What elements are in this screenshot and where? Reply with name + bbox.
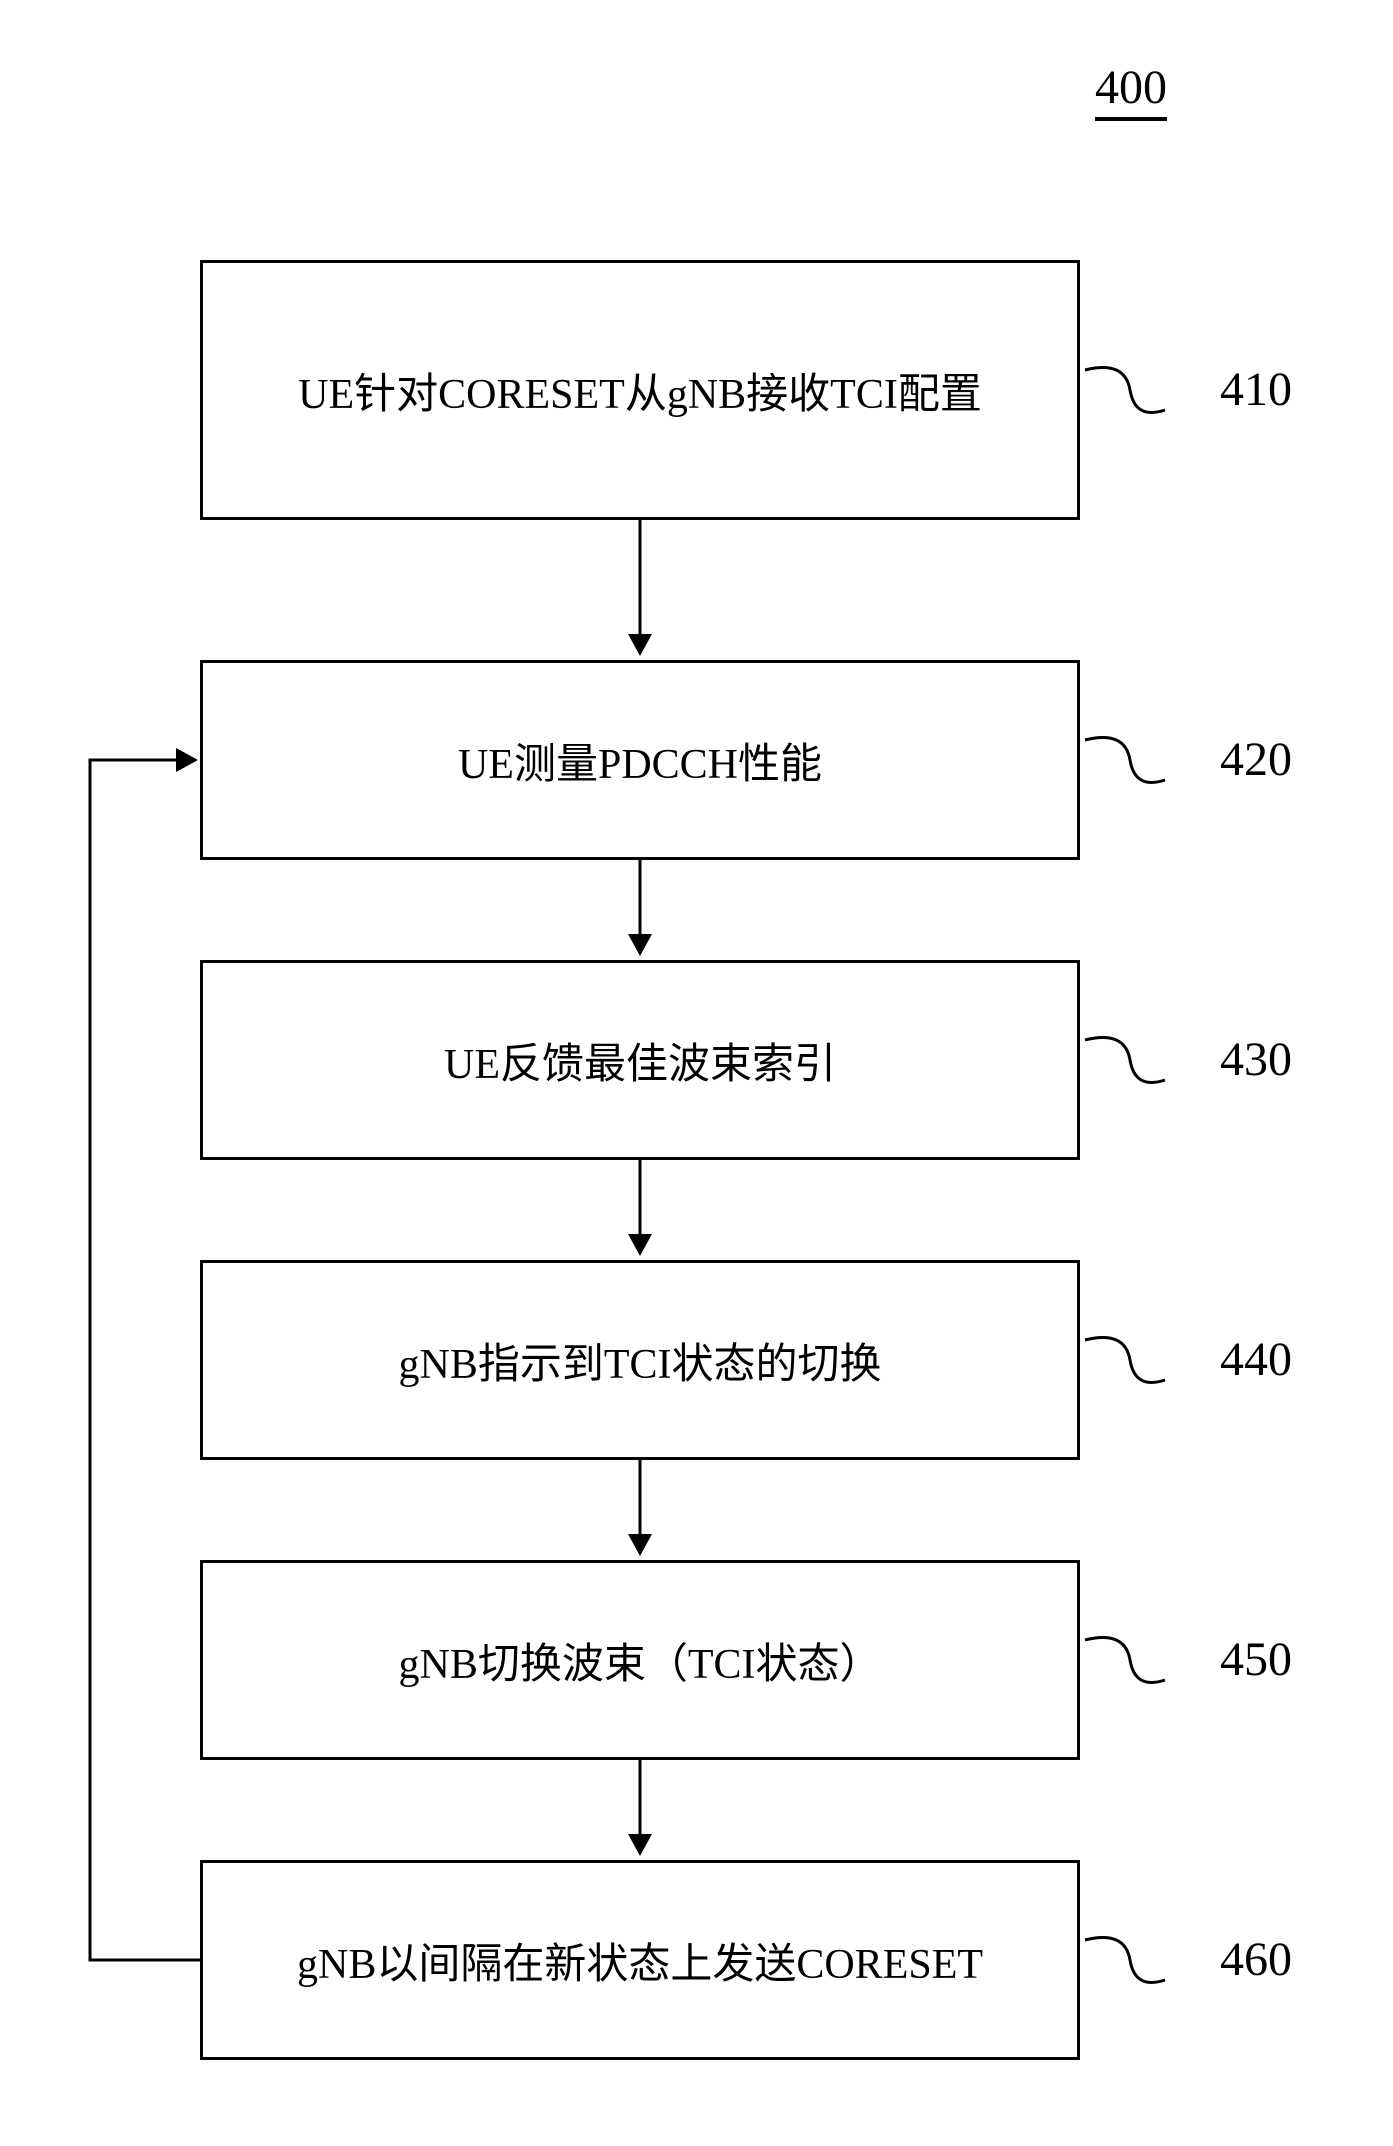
brace-icon: [1080, 1930, 1170, 1990]
flow-step-text: gNB指示到TCI状态的切换: [398, 1330, 881, 1391]
flow-step-b420: UE测量PDCCH性能: [200, 660, 1080, 860]
step-label-430: 430: [1220, 1032, 1292, 1087]
step-label-450: 450: [1220, 1632, 1292, 1687]
brace-icon: [1080, 730, 1170, 790]
arrow-down: [620, 1760, 660, 1860]
flow-step-b460: gNB以间隔在新状态上发送CORESET: [200, 1860, 1080, 2060]
flow-step-b450: gNB切换波束（TCI状态）: [200, 1560, 1080, 1760]
flow-step-b440: gNB指示到TCI状态的切换: [200, 1260, 1080, 1460]
flow-step-text: UE针对CORESET从gNB接收TCI配置: [298, 360, 982, 421]
step-label-460: 460: [1220, 1932, 1292, 1987]
flow-step-text: gNB以间隔在新状态上发送CORESET: [297, 1930, 983, 1991]
brace-icon: [1080, 360, 1170, 420]
brace-icon: [1080, 1030, 1170, 1090]
flow-step-b430: UE反馈最佳波束索引: [200, 960, 1080, 1160]
brace-icon: [1080, 1630, 1170, 1690]
flow-step-text: UE反馈最佳波束索引: [444, 1030, 836, 1091]
arrow-down: [620, 860, 660, 960]
step-label-410: 410: [1220, 362, 1292, 417]
step-label-420: 420: [1220, 732, 1292, 787]
arrow-down: [620, 1160, 660, 1260]
brace-icon: [1080, 1330, 1170, 1390]
flow-step-text: UE测量PDCCH性能: [458, 730, 822, 791]
arrow-down: [620, 520, 660, 660]
arrow-down: [620, 1460, 660, 1560]
diagram-canvas: 400 UE针对CORESET从gNB接收TCI配置 410 UE测量PDCCH性…: [0, 0, 1393, 2146]
flow-step-b410: UE针对CORESET从gNB接收TCI配置: [200, 260, 1080, 520]
step-label-440: 440: [1220, 1332, 1292, 1387]
loop-back-arrow: [0, 730, 230, 1990]
figure-number: 400: [1095, 60, 1167, 121]
flow-step-text: gNB切换波束（TCI状态）: [398, 1630, 881, 1691]
